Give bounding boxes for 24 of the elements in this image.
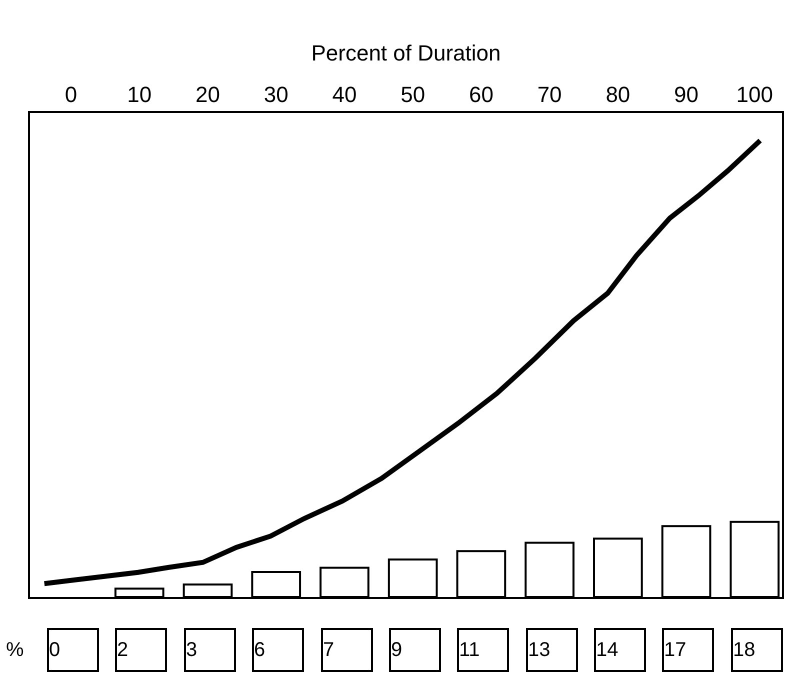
x-tick-label: 30 [264, 82, 288, 108]
data-label: 17 [664, 639, 686, 661]
x-tick-label: 90 [674, 82, 699, 108]
x-tick-label: 0 [64, 82, 78, 108]
x-tick-label: 20 [196, 82, 220, 108]
data-label: 7 [323, 639, 334, 661]
x-tick-label: 80 [606, 82, 630, 108]
data-label: 14 [596, 639, 618, 661]
data-label: 11 [459, 639, 480, 661]
x-tick-label: 40 [332, 82, 357, 108]
data-label: 9 [391, 639, 402, 661]
x-tick-label: 100 [736, 82, 774, 108]
x-tick-label: 50 [400, 82, 426, 108]
data-label: 13 [528, 639, 550, 661]
x-tick-label: 10 [127, 82, 152, 108]
data-label: 0 [49, 639, 60, 661]
x-axis-title: Percent of Duration [311, 40, 501, 66]
data-label: 6 [254, 639, 266, 661]
text: % [6, 639, 24, 661]
data-label: 3 [186, 639, 198, 661]
data-label: 18 [733, 639, 756, 661]
data-label: 2 [117, 639, 128, 661]
x-tick-label: 70 [537, 82, 562, 108]
x-tick-label: 60 [468, 82, 494, 108]
